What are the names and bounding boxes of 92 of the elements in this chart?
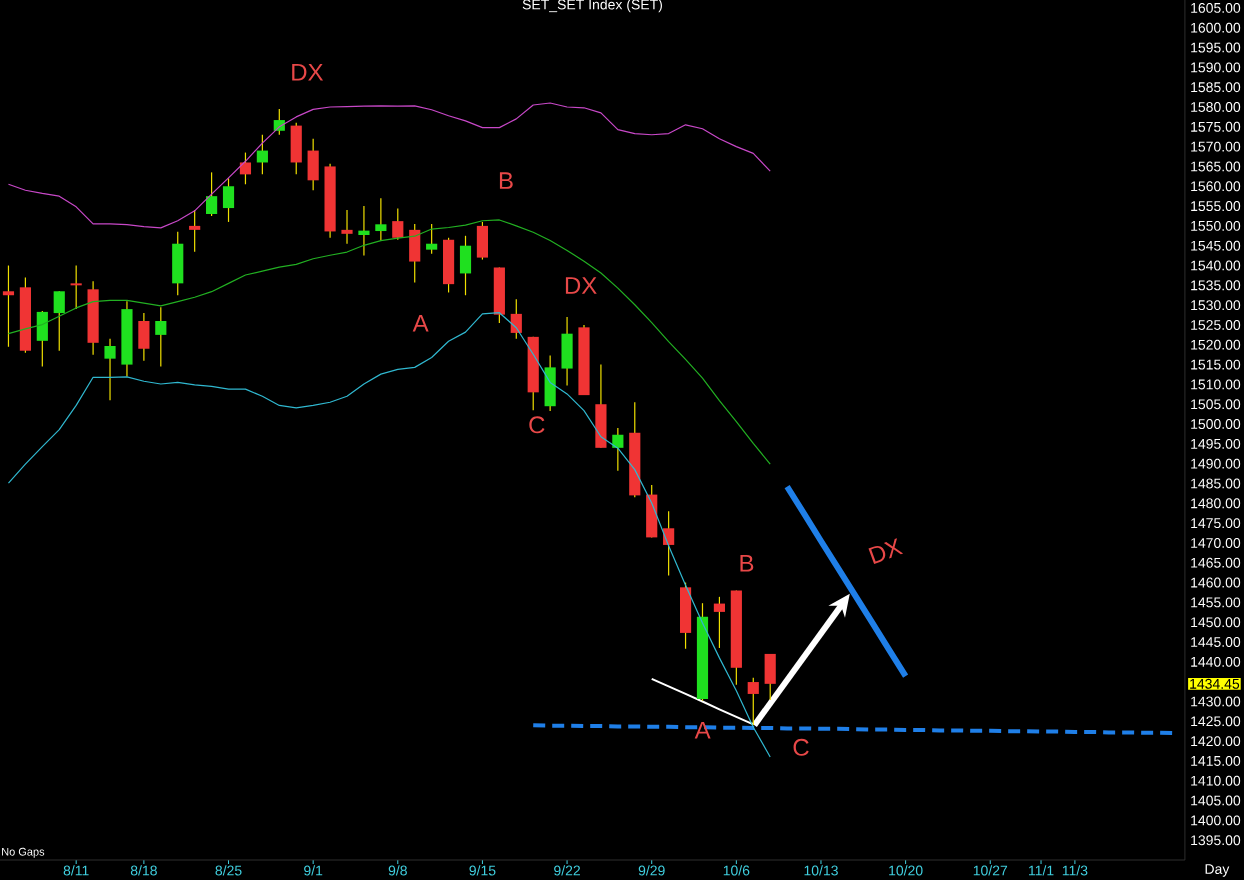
- x-tick-label: 10/6: [723, 865, 750, 876]
- candlestick: [53, 290, 65, 352]
- candlestick: [713, 596, 725, 649]
- y-tick-label: 1540.00: [1191, 260, 1241, 271]
- y-tick-label: 1450.00: [1191, 617, 1241, 628]
- x-tick-label: 11/1: [1028, 865, 1054, 876]
- y-tick-label: 1520.00: [1191, 339, 1241, 350]
- y-tick-label: 1560.00: [1191, 181, 1241, 192]
- annotation: DX: [868, 538, 904, 565]
- y-tick-label: 1455.00: [1191, 597, 1241, 608]
- y-tick-label: 1495.00: [1191, 438, 1241, 449]
- y-tick-label: 1535.00: [1191, 280, 1241, 291]
- y-tick-label: 1595.00: [1191, 42, 1241, 53]
- x-tick-label: 9/8: [388, 865, 407, 876]
- x-axis-title: Day: [1205, 864, 1230, 877]
- chart-title: SET_SET Index (SET): [522, 0, 662, 13]
- x-tick-label: 8/25: [215, 865, 242, 876]
- candlestick: [375, 197, 387, 242]
- candlestick: [747, 677, 759, 726]
- y-tick-label: 1565.00: [1191, 161, 1241, 172]
- annotation: DX: [292, 63, 324, 81]
- y-tick-label: 1580.00: [1191, 102, 1241, 112]
- annotation: No Gaps: [2, 847, 45, 858]
- y-tick-label: 1480.00: [1191, 498, 1241, 509]
- candlestick: [256, 134, 268, 175]
- y-tick-label: 1395.00: [1191, 835, 1241, 846]
- candlestick: [222, 177, 235, 223]
- line-series: [7, 312, 771, 758]
- y-tick-label: 1475.00: [1191, 518, 1241, 529]
- y-tick-label: 1505.00: [1191, 399, 1241, 410]
- y-tick-label: 1575.00: [1191, 121, 1241, 132]
- y-tick-label: 1570.00: [1191, 141, 1241, 152]
- candlestick: [206, 171, 218, 217]
- candlestick: [189, 209, 201, 253]
- candlestick: [155, 306, 167, 368]
- y-tick-label: 1425.00: [1191, 716, 1241, 727]
- y-tick-label: 1400.00: [1191, 815, 1241, 826]
- annotation: DX: [565, 277, 597, 294]
- x-tick-label: 10/20: [889, 865, 923, 876]
- candlestick: [663, 510, 675, 577]
- y-tick-label: 1490.00: [1191, 458, 1241, 469]
- y-tick-label: 1465.00: [1191, 557, 1241, 568]
- y-tick-label: 1445.00: [1191, 637, 1241, 647]
- y-tick-label: 1530.00: [1191, 300, 1241, 311]
- annotation: C: [793, 738, 809, 756]
- candlestick: [239, 151, 252, 185]
- y-tick-label: 1510.00: [1191, 379, 1241, 390]
- x-tick-label: 8/11: [63, 865, 89, 876]
- y-tick-label: 1430.00: [1191, 696, 1241, 707]
- annotation: A: [694, 721, 711, 739]
- y-tick-label: 1555.00: [1191, 201, 1241, 212]
- y-tick-label: 1600.00: [1191, 22, 1241, 33]
- y-tick-label: 1525.00: [1191, 320, 1241, 330]
- candlestick: [392, 207, 404, 241]
- candlestick: [510, 298, 522, 340]
- annotation: A: [412, 315, 429, 332]
- candlestick: [612, 427, 624, 472]
- y-tick-label: 1485.00: [1191, 478, 1241, 489]
- annotation: B: [499, 172, 513, 189]
- x-tick-label: 9/15: [469, 865, 496, 876]
- y-tick-label: 1515.00: [1191, 359, 1241, 370]
- y-tick-label: 1410.00: [1191, 775, 1241, 786]
- line-series: [7, 102, 771, 229]
- x-tick-label: 8/18: [130, 865, 157, 876]
- line-series: [7, 219, 771, 465]
- y-tick-label: 1470.00: [1191, 537, 1241, 548]
- y-tick-label: 1590.00: [1191, 62, 1241, 73]
- annotation: C: [529, 416, 545, 434]
- x-tick-label: 11/3: [1062, 865, 1088, 876]
- x-tick-label: 9/29: [638, 865, 665, 876]
- x-tick-label: 9/22: [554, 865, 580, 876]
- y-tick-label: 1440.00: [1191, 656, 1241, 667]
- candlestick: [426, 223, 438, 255]
- y-tick-label: 1550.00: [1191, 220, 1241, 231]
- y-tick-label: 1460.00: [1191, 577, 1241, 588]
- candlestick: [358, 205, 370, 257]
- candlestick: [2, 264, 15, 348]
- x-tick-label: 9/1: [304, 865, 323, 876]
- candlestick: [70, 264, 82, 310]
- text: 1434.45: [1190, 678, 1240, 689]
- x-tick-label: 10/27: [973, 865, 1008, 876]
- candlestick: [341, 209, 353, 245]
- y-tick-label: 1420.00: [1191, 736, 1241, 747]
- y-tick-label: 1405.00: [1191, 795, 1241, 806]
- y-tick-label: 1585.00: [1191, 82, 1241, 93]
- x-tick-label: 10/13: [804, 865, 838, 876]
- y-tick-label: 1415.00: [1191, 755, 1241, 766]
- annotation: B: [740, 555, 754, 572]
- y-tick-label: 1500.00: [1191, 419, 1241, 430]
- y-tick-label: 1605.00: [1191, 2, 1241, 13]
- candlestick: [104, 338, 116, 401]
- y-tick-label: 1545.00: [1191, 240, 1241, 251]
